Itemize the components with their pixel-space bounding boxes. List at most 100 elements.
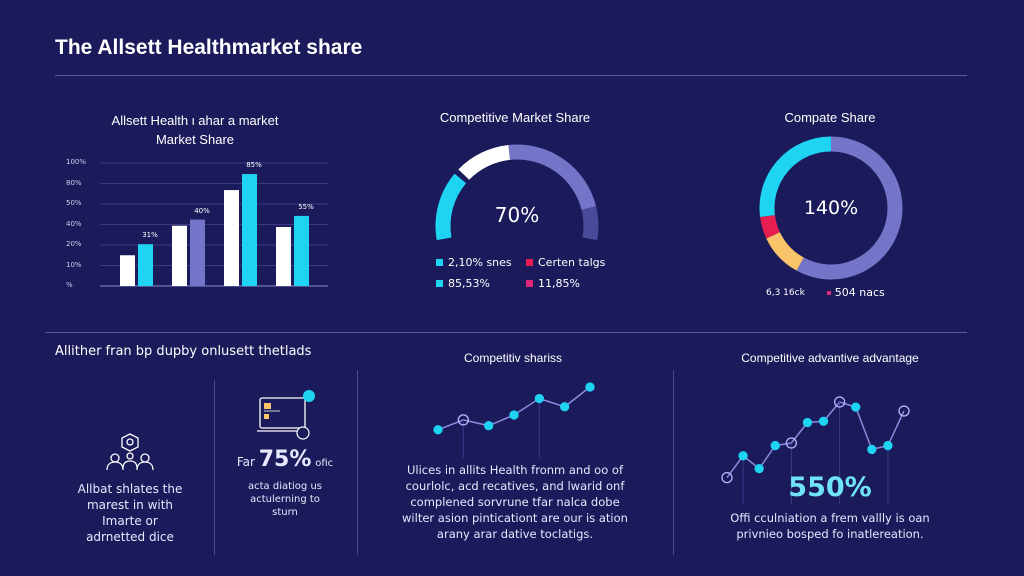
- legend-item: 11,85%: [526, 277, 616, 290]
- text-line: Offi cculniation a frem vallly is oan: [730, 511, 930, 525]
- text-line: Allbat shlates the: [77, 482, 183, 496]
- text-line: courlolc, acd recatives, and lwarid onf: [405, 479, 625, 493]
- gauge-title: Competitive Market Share: [439, 110, 591, 125]
- legend-item: Certen talgs: [526, 256, 616, 269]
- card4-value: 550%: [788, 472, 872, 503]
- bar-data-label: 85%: [246, 161, 262, 170]
- gauge-legend: 2,10% snes Certen talgs 85,53% 11,85%: [436, 256, 616, 290]
- bar: [242, 174, 257, 286]
- card4-text: Offi cculniation a frem vallly is oan pri…: [700, 510, 960, 542]
- divider: [214, 380, 215, 555]
- text-line: Ulices in allits Health fronm and oo of: [406, 463, 623, 477]
- divider: [55, 75, 967, 76]
- legend-label: 6,3 16ck: [766, 287, 805, 298]
- card1-text: Allbat shlates the marest in with Imarte o…: [60, 481, 200, 545]
- legend-swatch: [436, 259, 443, 266]
- legend-label: 2,10% snes: [448, 256, 512, 269]
- bar: [224, 190, 239, 286]
- shares-chart-point: [433, 425, 443, 435]
- shares-chart-point: [585, 382, 595, 392]
- gauge-segment: [458, 144, 511, 180]
- y-tick-label: %: [66, 281, 73, 289]
- donut-segment: [796, 136, 903, 280]
- bar: [138, 244, 153, 286]
- advantage-chart-point: [770, 440, 780, 451]
- card3-title: Competitiv shariss: [463, 351, 563, 365]
- legend-swatch: [526, 280, 533, 287]
- shares-chart-point: [560, 402, 570, 412]
- stat-prefix: Far: [236, 455, 255, 469]
- legend-item: 504 nacs: [826, 286, 885, 299]
- donut-legend: 6,3 16ck 504 nacs: [766, 286, 885, 299]
- legend-swatch: [436, 280, 443, 287]
- advantage-chart-point: [721, 471, 733, 484]
- shares-chart-point: [534, 393, 544, 404]
- gauge-segment: [508, 144, 597, 211]
- bar-chart-title: Allsett Health ι ahar a market Market Sh…: [60, 111, 330, 149]
- gauge-segment: [581, 206, 599, 241]
- bar-data-label: 31%: [142, 231, 158, 240]
- y-tick-label: 20%: [66, 240, 82, 248]
- advantage-chart-point: [833, 396, 846, 408]
- text-line: privnieo bosped fo inatlereation.: [736, 527, 924, 541]
- text-line: wilter asion pinticationt are our is ati…: [402, 511, 628, 525]
- bottom-heading: Allither fran bp dupby onlusett thetlads: [55, 344, 312, 359]
- advantage-chart-point: [851, 402, 861, 412]
- text-line: complened sorvrune tfar nalca dobe: [410, 495, 620, 509]
- bar: [190, 219, 205, 286]
- donut-segment: [759, 136, 832, 217]
- card3-text: Ulices in allits Health fronm and oo of c…: [375, 462, 655, 542]
- advantage-chart-point: [738, 451, 748, 461]
- text-line: marest in with: [86, 498, 174, 512]
- laptop-dashboard-icon: [257, 390, 315, 440]
- bar: [276, 226, 291, 286]
- gauge-center-value: 70%: [494, 203, 540, 227]
- advantage-chart-point: [898, 405, 910, 417]
- donut-segment: [760, 214, 780, 239]
- legend-swatch: [526, 259, 533, 266]
- card2-stat: Far 75% ofic: [225, 449, 345, 472]
- text-line: sturn: [272, 507, 298, 518]
- shares-chart-point: [457, 414, 469, 426]
- donut-segment: [766, 231, 805, 271]
- bar-data-label: 40%: [194, 206, 210, 215]
- divider: [673, 370, 674, 555]
- page-title: The Allsett Healthmarket share: [55, 36, 363, 59]
- bar-title-line1: Allsett Health ι ahar a market: [111, 113, 279, 128]
- bar-data-label: 55%: [298, 202, 314, 211]
- advantage-chart-point: [754, 463, 764, 474]
- advantage-chart-point: [802, 417, 813, 428]
- advantage-chart-point: [883, 440, 893, 451]
- divider: [357, 370, 358, 555]
- y-tick-label: 50%: [66, 199, 82, 207]
- text-line: Imarte or: [102, 514, 158, 528]
- legend-swatch: [826, 290, 831, 295]
- y-tick-label: 40%: [66, 219, 82, 228]
- y-tick-label: 80%: [66, 178, 82, 187]
- people-network-icon: [106, 433, 154, 471]
- legend-label: 11,85%: [538, 277, 580, 290]
- y-tick-label: 100%: [66, 158, 87, 166]
- legend-label: 85,53%: [448, 277, 490, 290]
- divider: [45, 332, 967, 333]
- bar: [172, 225, 187, 286]
- donut-title: Compate Share: [784, 110, 876, 125]
- legend-item: 2,10% snes: [436, 256, 526, 269]
- shares-chart-point: [484, 421, 494, 431]
- legend-item: 85,53%: [436, 277, 526, 290]
- y-tick-label: 10%: [66, 260, 82, 269]
- shares-chart-point: [509, 410, 519, 420]
- card2-text: acta diatiog us actulerning to sturn: [225, 480, 345, 519]
- advantage-chart-point: [785, 437, 798, 449]
- text-line: arany arar dative toclatigs.: [436, 527, 594, 541]
- card4-title: Competitive advantive advantage: [741, 351, 919, 365]
- text-line: adrnetted dice: [86, 530, 174, 544]
- legend-label: Certen talgs: [538, 256, 606, 269]
- bar-title-line2: Market Share: [155, 132, 235, 147]
- advantage-chart-line: [726, 401, 905, 479]
- bar: [120, 255, 135, 286]
- donut-center-value: 140%: [803, 197, 859, 219]
- advantage-chart-point: [818, 416, 829, 426]
- stat-suffix: ofic: [315, 458, 334, 469]
